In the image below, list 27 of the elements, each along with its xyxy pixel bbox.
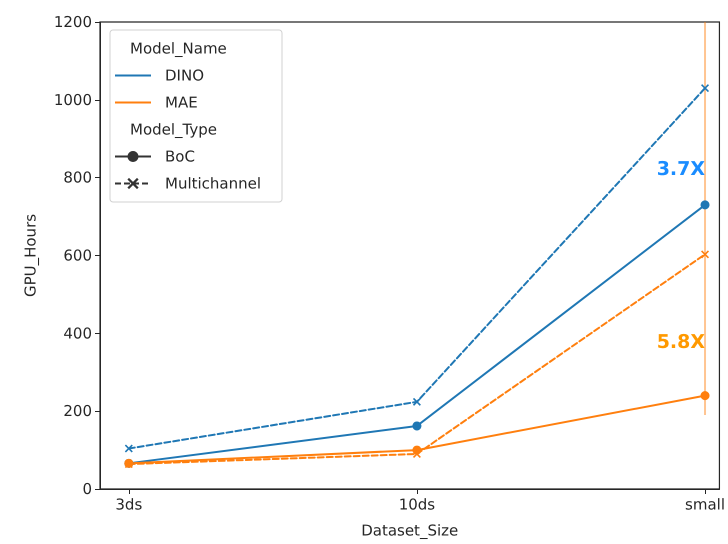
y-tick-label: 200 bbox=[63, 402, 92, 420]
text: Model_Name bbox=[130, 40, 227, 58]
legend-label: DINO bbox=[165, 66, 204, 84]
point bbox=[701, 84, 710, 92]
y-tick-label: 1200 bbox=[54, 13, 92, 31]
annotation: 3.7X bbox=[656, 158, 706, 180]
point bbox=[700, 391, 710, 400]
x-tick-label: 10ds bbox=[398, 496, 436, 514]
y-tick-label: 400 bbox=[63, 324, 92, 342]
legend-label: BoC bbox=[165, 148, 195, 166]
annotation: 5.8X bbox=[656, 331, 706, 353]
y-tick-label: 1000 bbox=[54, 90, 92, 109]
y-tick-label: 0 bbox=[82, 480, 92, 498]
legend-label: MAE bbox=[165, 94, 198, 112]
point bbox=[412, 421, 422, 430]
y-tick-label: 600 bbox=[63, 246, 92, 264]
point bbox=[701, 250, 710, 258]
x-axis-title: Dataset_Size bbox=[361, 522, 458, 540]
text: Model_Type bbox=[130, 120, 217, 138]
point bbox=[700, 200, 710, 210]
point bbox=[124, 444, 133, 453]
y-axis-title: GPU_Hours bbox=[22, 214, 40, 298]
x-tick-label: 3ds bbox=[115, 496, 142, 514]
legend-label: Multichannel bbox=[165, 174, 262, 192]
x-tick-label: small bbox=[685, 496, 726, 514]
point bbox=[412, 398, 421, 406]
y-tick-label: 800 bbox=[63, 168, 92, 187]
